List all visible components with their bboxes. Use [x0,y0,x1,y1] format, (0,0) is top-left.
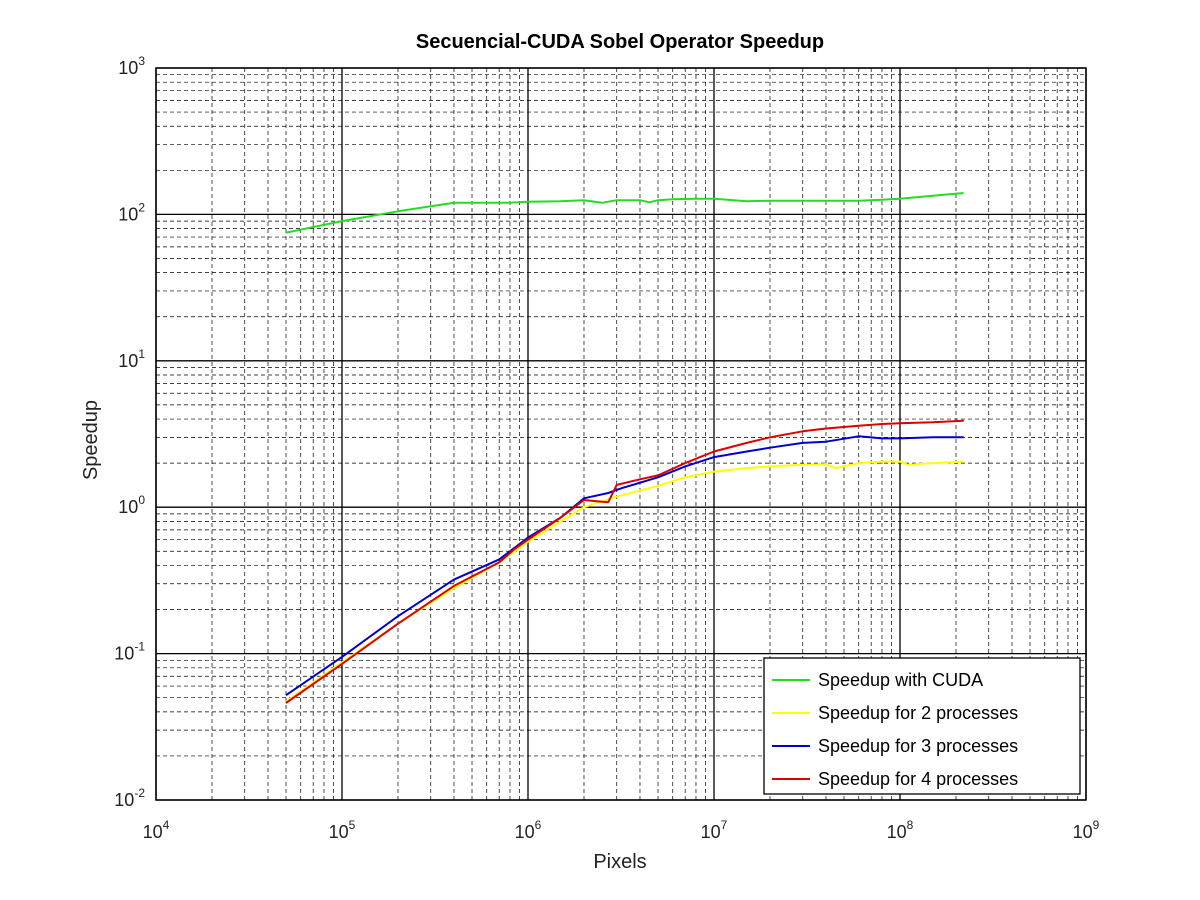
x-axis-label: Pixels [593,851,646,873]
legend: Speedup with CUDA Speedup for 2 processes… [763,657,1081,795]
legend-box [763,657,1081,795]
x-tick-label: 104 [143,818,170,842]
series-line-1 [285,192,964,234]
x-tick-label: 108 [887,818,914,842]
series-line-4 [285,419,964,704]
y-tick-label: 100 [118,493,145,517]
legend-label-3: Speedup for 3 processes [818,736,1018,756]
chart-title: Secuencial-CUDA Sobel Operator Speedup [416,31,824,53]
x-tick-label: 106 [515,818,542,842]
x-tick-label: 107 [701,818,728,842]
y-axis-label: Speedup [80,400,102,480]
y-tick-label: 102 [118,200,145,224]
y-axis-ticks: 10-2 10-1 100 101 102 103 [114,54,145,810]
series-line-3 [285,435,964,697]
y-tick-label: 101 [118,347,145,371]
legend-label-4: Speedup for 4 processes [818,769,1018,789]
y-tick-label: 103 [118,54,145,78]
x-axis-ticks: 104 105 106 107 108 109 [143,818,1100,842]
plot-frame [155,67,1087,801]
x-tick-label: 105 [329,818,356,842]
y-tick-label: 10-2 [114,786,145,810]
series-group [285,192,964,704]
x-tick-label: 109 [1073,818,1100,842]
legend-label-1: Speedup with CUDA [818,670,983,690]
legend-label-2: Speedup for 2 processes [818,703,1018,723]
y-tick-label: 10-1 [114,640,145,664]
